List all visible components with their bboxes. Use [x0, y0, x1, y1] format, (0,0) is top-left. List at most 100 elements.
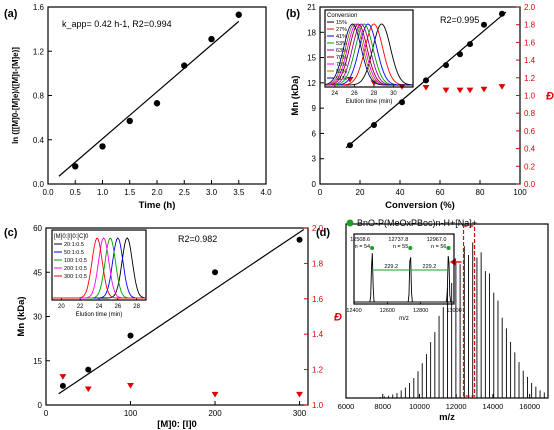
inset-xtick-label-d: 12600	[380, 308, 395, 314]
mn-point-b	[467, 41, 473, 48]
panel-b: 0 20 40 60 80 100 0 3 6 9 12 15 18 21 0.0 0.2 0.4 0.6 0.8 1…	[286, 3, 554, 211]
mn-point-b	[347, 142, 353, 149]
dispersity-point-b	[442, 87, 450, 94]
b-ytick-label: 18	[307, 28, 316, 37]
a-xtick-label: 2.5	[179, 188, 191, 197]
c-ytick-label: 45	[33, 268, 42, 277]
a-ytick-label: 0.4	[33, 136, 45, 145]
mn-point-c	[59, 382, 66, 389]
data-point-a	[208, 35, 215, 43]
x-axis-label-b: Conversion (%)	[385, 200, 455, 211]
b-xtick-label: 0	[318, 188, 323, 197]
inset-xtick-label-b: 28	[371, 91, 378, 97]
a-ytick-label: 0.0	[33, 180, 45, 189]
b-right-ytick-label: 0.8	[524, 109, 536, 118]
inset-xtick-label-d: 12400	[346, 308, 361, 314]
d-xtick-label: 6000	[338, 402, 355, 411]
b-xtick-label: 100	[513, 188, 527, 197]
panel-label-c: (c)	[4, 227, 18, 239]
b-right-ytick-label: 1.0	[524, 92, 536, 101]
c-ytick-label: 0	[38, 401, 43, 410]
inset-xtick-label-c: 22	[77, 304, 84, 310]
inset-spacing-label-d: 229.2	[384, 264, 398, 270]
inset-legend-label-c: 300:1:0.5	[64, 274, 87, 280]
data-point-a	[235, 11, 242, 18]
inset-xtick-label-b: 24	[331, 91, 338, 97]
a-xtick-label: 4.0	[260, 188, 272, 197]
panel-d: 6000 8000 10000 12000 14000 16000 (d) m/z BnO-P(…	[316, 218, 549, 423]
dispersity-point-c	[296, 391, 303, 398]
inset-legend-label-b: 70%	[336, 55, 347, 61]
inset-spacing-label-d: 229.2	[423, 264, 437, 270]
legend-text-d: BnO-P(MeOxPBoc)n-H+[Na]+	[357, 218, 477, 228]
dispersity-point-b	[498, 84, 506, 90]
c-xtick-label: 100	[124, 409, 138, 418]
inset-xtick-label-c: 24	[96, 304, 103, 310]
b-right-ytick-label: 1.6	[524, 38, 536, 47]
a-xtick-label: 1.5	[124, 188, 136, 197]
inset-xtick-label-b: 30	[390, 91, 397, 97]
dispersity-point-b	[346, 77, 354, 83]
inset-frame-d	[353, 233, 455, 305]
inset-xtick-label-c: 20	[58, 304, 65, 310]
inset-legend-label-c: 50:1:0.5	[64, 250, 84, 256]
b-ytick-label: 0	[312, 180, 317, 189]
dispersity-point-c	[127, 382, 134, 389]
c-right-ytick-label: 1.8	[312, 259, 324, 268]
x-axis-label-c: [M]0: [I]0	[157, 419, 197, 430]
zoom-box-d	[462, 225, 476, 397]
b-ytick-label: 6	[312, 129, 317, 138]
b-ytick-label: 15	[307, 54, 316, 63]
inset-legend-label-b: 75%	[336, 62, 347, 68]
b-xtick-label: 20	[356, 188, 365, 197]
dispersity-point-b	[456, 87, 464, 94]
dispersity-point-c	[211, 391, 219, 398]
plot-frame-d	[345, 223, 549, 399]
c-xtick-label: 300	[293, 409, 307, 418]
y-axis-label-c: Mn (kDa)	[16, 296, 27, 336]
inset-peak-n-d: n = 54	[355, 244, 370, 250]
mn-point-b	[481, 21, 487, 28]
b-ytick-label: 21	[307, 3, 316, 12]
mn-point-b	[457, 51, 463, 58]
a-ytick-label: 1.6	[33, 3, 45, 12]
inset-legend-label-c: 20:1:0.5	[64, 242, 84, 248]
fit-line-a	[58, 20, 240, 177]
dispersity-point-b	[466, 87, 474, 94]
y-axis-label-a: ln ([[M]0-[M]e)/([M]t-[M]e)]	[11, 47, 20, 144]
x-axis-label-a: Time (h)	[139, 200, 176, 211]
b-right-ytick-label: 0.0	[524, 180, 536, 189]
inset-xtick-label-d: 13000	[446, 308, 461, 314]
zoom-arrow-head-d	[450, 258, 456, 266]
inset-legend-title-c: [M]0:[I]0:[C]0	[54, 234, 89, 240]
inset-legend-label-c: 200:1:0.5	[64, 266, 87, 272]
inset-peak-marker-d	[446, 246, 451, 250]
c-right-ytick-label: 1.6	[312, 295, 324, 304]
fit-line-c	[58, 228, 305, 395]
inset-xtick-label-c: 28	[133, 304, 140, 310]
b-ytick-label: 12	[307, 79, 316, 88]
dispersity-point-b	[480, 86, 488, 93]
inset-xlabel-c: Elution time (min)	[76, 312, 123, 318]
inset-trace-b	[324, 23, 413, 86]
mn-point-b	[499, 10, 505, 17]
inset-xtick-label-b: 26	[351, 91, 358, 97]
a-xtick-label: 3.0	[206, 188, 218, 197]
inset-peak-d	[354, 257, 454, 303]
b-ytick-label: 3	[312, 155, 317, 164]
inset-legend-label-c: 100:1:0.5	[64, 258, 87, 264]
a-ytick-label: 0.8	[33, 92, 45, 101]
panel-label-a: (a)	[4, 8, 18, 20]
b-right-ytick-label: 1.8	[524, 21, 536, 30]
a-xtick-label: 0.0	[42, 188, 54, 197]
legend-marker-d	[346, 219, 354, 227]
c-xtick-label: 200	[208, 409, 222, 418]
mn-point-c	[127, 332, 134, 339]
b-xtick-label: 40	[396, 188, 405, 197]
data-point-a	[181, 62, 188, 69]
mn-point-c	[212, 269, 219, 276]
inset-legend-label-b: 82%	[336, 69, 347, 75]
inset-trace-c	[52, 237, 146, 299]
inset-frame-b	[324, 9, 414, 88]
dispersity-point-c	[59, 374, 67, 380]
